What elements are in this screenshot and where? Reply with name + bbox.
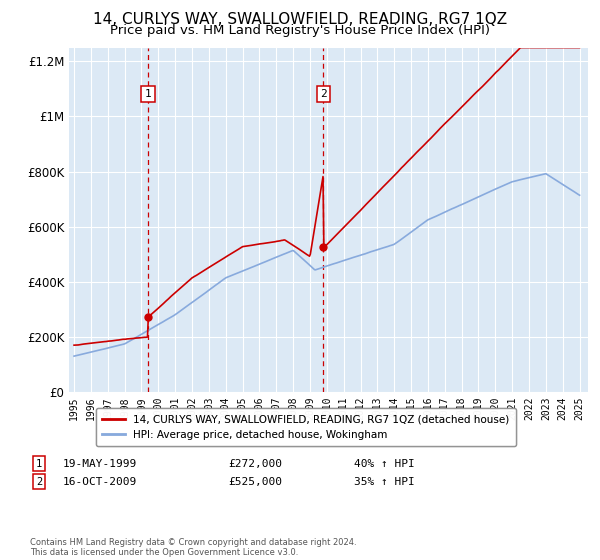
Text: £272,000: £272,000 bbox=[228, 459, 282, 469]
Text: 19-MAY-1999: 19-MAY-1999 bbox=[63, 459, 137, 469]
Text: Contains HM Land Registry data © Crown copyright and database right 2024.
This d: Contains HM Land Registry data © Crown c… bbox=[30, 538, 356, 557]
Text: 2: 2 bbox=[36, 477, 42, 487]
Text: 16-OCT-2009: 16-OCT-2009 bbox=[63, 477, 137, 487]
Text: £525,000: £525,000 bbox=[228, 477, 282, 487]
Text: 35% ↑ HPI: 35% ↑ HPI bbox=[354, 477, 415, 487]
Text: 2: 2 bbox=[320, 89, 326, 99]
Text: 1: 1 bbox=[36, 459, 42, 469]
Legend: 14, CURLYS WAY, SWALLOWFIELD, READING, RG7 1QZ (detached house), HPI: Average pr: 14, CURLYS WAY, SWALLOWFIELD, READING, R… bbox=[96, 408, 516, 446]
Text: 1: 1 bbox=[145, 89, 151, 99]
Text: 40% ↑ HPI: 40% ↑ HPI bbox=[354, 459, 415, 469]
Text: 14, CURLYS WAY, SWALLOWFIELD, READING, RG7 1QZ: 14, CURLYS WAY, SWALLOWFIELD, READING, R… bbox=[93, 12, 507, 27]
Text: Price paid vs. HM Land Registry's House Price Index (HPI): Price paid vs. HM Land Registry's House … bbox=[110, 24, 490, 37]
